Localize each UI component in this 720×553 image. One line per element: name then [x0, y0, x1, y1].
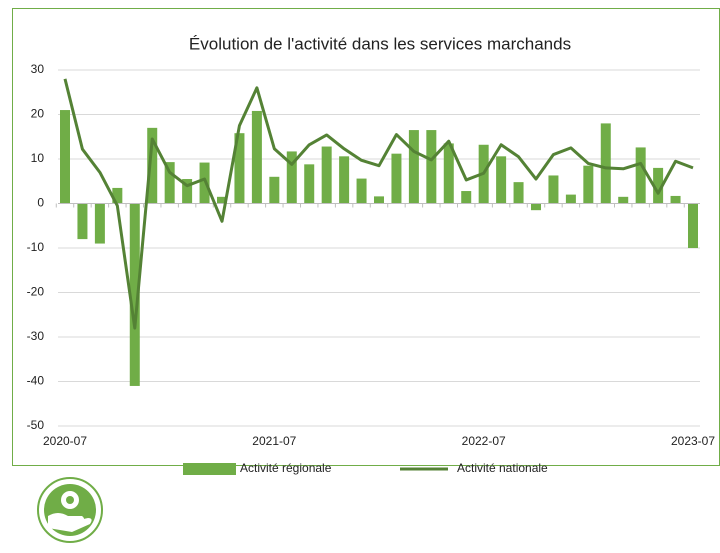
bar — [60, 110, 70, 204]
bar — [94, 203, 105, 244]
bar — [269, 176, 280, 204]
x-tick-label: 2021-07 — [252, 434, 296, 448]
legend-label: Activité régionale — [240, 461, 332, 475]
bar — [339, 156, 350, 204]
bar — [234, 133, 245, 204]
bar — [461, 191, 472, 204]
bar — [217, 196, 227, 204]
x-tick-label: 2023-07 — [671, 434, 715, 448]
bar — [129, 203, 140, 386]
bar — [670, 195, 681, 204]
bar — [548, 175, 559, 204]
y-tick-label: -40 — [27, 374, 45, 388]
bar — [565, 194, 576, 204]
bar — [77, 203, 88, 240]
y-tick-label: -30 — [27, 329, 45, 343]
bar — [531, 203, 541, 211]
x-tick-label: 2022-07 — [462, 434, 506, 448]
y-tick-label: 0 — [37, 196, 44, 210]
bar — [374, 196, 384, 204]
bar — [304, 164, 315, 204]
bar — [112, 187, 123, 204]
y-tick-label: -10 — [27, 240, 45, 254]
y-tick-label: 10 — [31, 151, 45, 165]
y-tick-label: 30 — [31, 62, 45, 76]
legend-label: Activité nationale — [457, 461, 548, 475]
bar — [583, 165, 594, 204]
bar — [600, 123, 611, 204]
x-tick-label: 2020-07 — [43, 434, 87, 448]
bar — [496, 156, 507, 204]
bar — [147, 127, 158, 204]
bar — [286, 151, 297, 204]
bar — [653, 167, 664, 204]
bar — [513, 182, 524, 204]
bar — [251, 110, 262, 204]
legend-swatch — [183, 463, 236, 475]
chart-title: Évolution de l'activité dans les service… — [189, 34, 571, 53]
bar — [408, 130, 419, 204]
bar — [356, 178, 367, 204]
bar — [635, 147, 646, 204]
bar — [164, 162, 175, 204]
y-tick-label: -20 — [27, 285, 45, 299]
bar — [426, 130, 437, 204]
bar — [618, 196, 629, 204]
chart-frame — [12, 8, 720, 466]
logo — [37, 477, 103, 543]
bar — [443, 143, 454, 204]
bar — [688, 203, 698, 248]
y-tick-label: -50 — [27, 418, 45, 432]
line — [63, 78, 694, 330]
bar — [391, 153, 402, 204]
y-tick-label: 20 — [31, 107, 45, 121]
bar — [199, 162, 210, 204]
bar — [182, 179, 193, 204]
bar — [321, 146, 332, 204]
